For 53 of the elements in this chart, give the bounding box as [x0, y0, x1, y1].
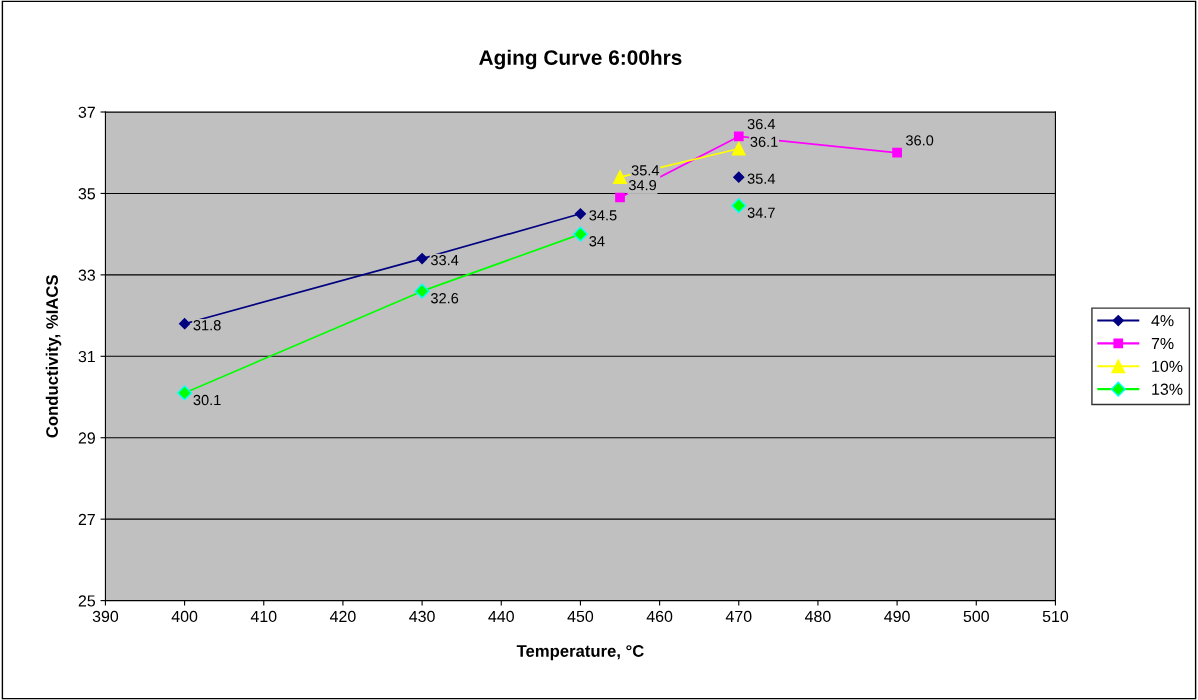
- point: [613, 170, 627, 185]
- data-label: 34.9: [628, 179, 657, 191]
- y-tick-label: 35: [78, 188, 96, 200]
- y-tick-label: 31: [78, 350, 95, 363]
- data-label: 34: [589, 236, 605, 247]
- y-tick-label: 25: [78, 595, 96, 607]
- point: [414, 283, 430, 299]
- point: [892, 147, 902, 158]
- x-tick-label: 410: [250, 610, 277, 623]
- data-label: 34.7: [747, 207, 775, 218]
- x-tick-label: 390: [92, 610, 119, 623]
- point: [178, 318, 191, 330]
- data-label: 36.4: [747, 118, 776, 130]
- y-tick-label: 29: [78, 432, 95, 444]
- data-label: 30.1: [193, 394, 221, 406]
- x-tick-label: 480: [804, 610, 831, 623]
- point: [615, 192, 625, 203]
- y-axis-title: Conductivity, %IACS: [45, 275, 62, 438]
- x-tick-label: 490: [884, 610, 910, 623]
- data-label: 36.1: [750, 136, 778, 147]
- point: [733, 171, 745, 183]
- point: [177, 385, 193, 401]
- x-tick-label: 470: [725, 610, 752, 623]
- data-label: 36.0: [905, 135, 934, 146]
- x-axis-title: Temperature, °C: [516, 645, 644, 661]
- legend-label: 13%: [1152, 383, 1183, 395]
- x-tick-label: 440: [488, 610, 514, 623]
- x-tick-label: 510: [1042, 610, 1069, 623]
- legend-label: 4%: [1151, 315, 1174, 327]
- x-tick-label: 460: [646, 610, 673, 623]
- legend-label: 10%: [1152, 360, 1183, 373]
- x-tick-label: 420: [329, 610, 356, 623]
- point: [731, 141, 746, 156]
- point: [733, 131, 744, 142]
- data-label: 35.4: [631, 165, 660, 176]
- legend-label: 7%: [1151, 337, 1174, 350]
- y-tick-label: 37: [78, 106, 95, 118]
- point: [572, 226, 589, 242]
- x-tick-label: 500: [963, 610, 989, 623]
- data-label: 31.8: [193, 320, 221, 331]
- x-tick-label: 450: [567, 610, 594, 623]
- point: [416, 252, 428, 265]
- data-label: 35.4: [747, 173, 776, 184]
- data-label: 34.5: [589, 210, 617, 221]
- y-tick-label: 27: [78, 513, 95, 525]
- point: [731, 198, 747, 214]
- x-tick-label: 430: [409, 610, 435, 623]
- data-label: 32.6: [430, 293, 459, 304]
- data-label: 33.4: [430, 254, 459, 266]
- point: [574, 208, 587, 220]
- x-tick-label: 400: [171, 610, 198, 623]
- chart-title: Aging Curve 6:00hrs: [479, 49, 682, 70]
- y-tick-label: 33: [78, 269, 95, 281]
